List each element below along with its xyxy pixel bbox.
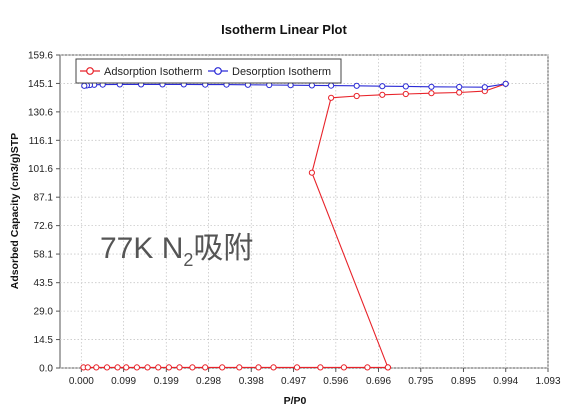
desorption-point [428,83,435,90]
y-tick-label: 58.1 [34,250,54,261]
adsorption-point [353,92,360,100]
x-tick-label: 0.795 [408,376,433,387]
y-tick-label: 159.6 [28,51,53,62]
legend-adsorption-marker [86,67,94,75]
x-axis-label: P/P0 [284,395,307,407]
adsorption-point [219,364,226,371]
y-tick-label: 101.6 [28,164,53,175]
adsorption-point [293,364,301,371]
x-tick-label: 0.398 [239,376,264,387]
y-tick-label: 43.5 [34,278,54,289]
adsorption-point [317,364,324,371]
x-tick-label: 0.099 [111,376,136,387]
adsorption-point [133,364,140,371]
annotation-main: 77K N [100,232,183,265]
x-tick-label: 0.895 [451,376,476,387]
y-tick-label: 0.0 [39,364,53,375]
adsorption-point [379,91,386,98]
adsorption-point [114,364,121,371]
desorption-point [502,80,509,87]
x-tick-label: 0.696 [366,376,391,387]
adsorption-point [84,364,91,371]
x-tick-label: 0.298 [196,376,221,387]
adsorption-point [93,364,100,371]
adsorption-point [364,364,371,371]
x-tick-label: 0.000 [69,376,94,387]
adsorption-point [456,89,463,96]
plot-area [59,54,549,369]
x-tick-label: 0.596 [323,376,348,387]
adsorption-point [308,169,315,176]
desorption-point [379,83,386,90]
y-tick-label: 130.6 [28,107,53,118]
x-tick-label: 1.093 [535,376,560,387]
adsorption-point [176,364,183,371]
adsorption-point [340,364,347,371]
adsorption-point [402,90,409,98]
adsorption-point [155,364,162,371]
axes: 0.000 0.099 0.199 0.298 0.398 0.497 0.596 0.696… [28,51,561,388]
adsorption-point [255,364,262,371]
desorption-point [456,83,463,91]
adsorption-point [270,364,277,371]
desorption-point [481,84,488,91]
adsorption-point [144,364,151,371]
desorption-point [353,82,360,89]
grid-lines [60,54,549,369]
y-tick-label: 29.0 [34,307,54,318]
y-tick-label: 87.1 [34,193,54,204]
annotation-subscript: 2 [183,250,193,270]
legend-desorption-label: Desorption Isotherm [232,66,331,78]
desorption-point [81,82,88,89]
adsorption-point [236,364,243,371]
legend: Adsorption Isotherm Desorption Isotherm [75,58,342,84]
annotation-suffix: 吸附 [193,232,253,265]
adsorption-point [123,364,130,371]
desorption-point [402,83,409,90]
x-tick-label: 0.994 [493,376,518,387]
y-tick-label: 72.6 [34,221,54,232]
adsorption-point [189,364,196,371]
y-tick-label: 116.1 [29,136,54,147]
adsorption-point [165,364,172,371]
annotation-text: 77K N2吸附 [100,232,253,270]
adsorption-point [328,94,335,101]
legend-adsorption-label: Adsorption Isotherm [104,66,202,78]
y-tick-label: 145.1 [28,79,53,90]
chart-title: Isotherm Linear Plot [221,22,347,37]
y-tick-label: 14.5 [34,335,54,346]
adsorption-point [384,364,391,371]
adsorption-point [428,90,435,97]
x-tick-label: 0.199 [154,376,179,387]
desorption-point [328,82,335,89]
x-tick-label: 0.497 [281,376,306,387]
desorption-point [308,82,315,89]
adsorption-point [202,364,209,371]
adsorption-point [103,364,111,371]
y-axis-label: Adsorbed Capacity (cm3/g)STP [9,133,21,289]
legend-desorption-marker [214,67,222,75]
y-axis-label-group: Adsorbed Capacity (cm3/g)STP [9,133,21,289]
